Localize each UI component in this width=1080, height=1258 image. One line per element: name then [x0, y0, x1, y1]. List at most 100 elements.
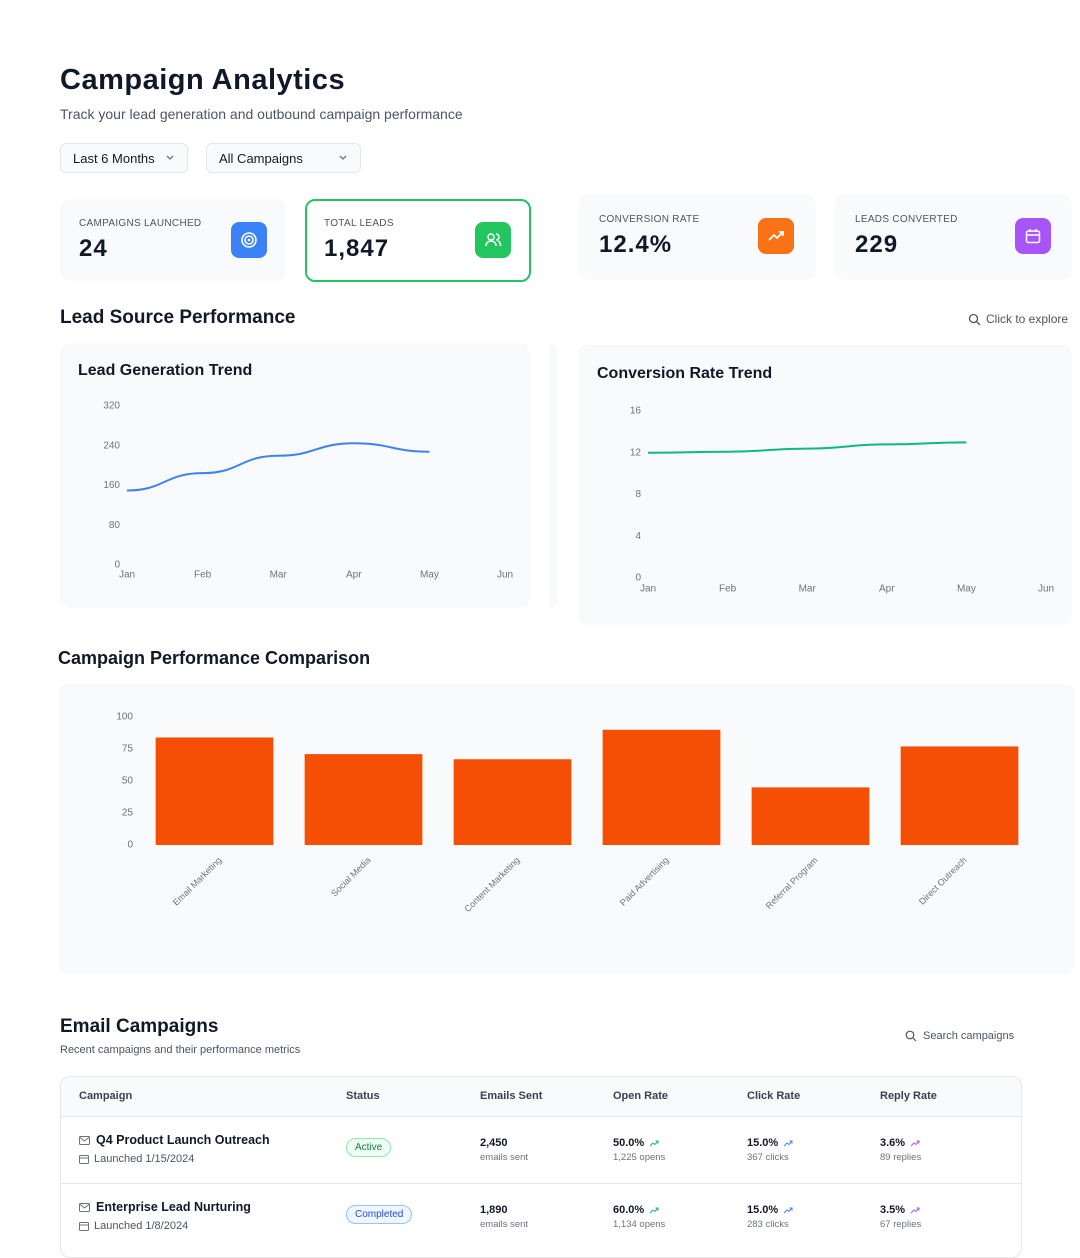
chart-title: Lead Generation Trend [78, 362, 252, 379]
campaign-table: Campaign Status Emails Sent Open Rate Click … [60, 1076, 1022, 1258]
y-tick-label: 25 [122, 808, 134, 819]
y-tick-label: 100 [116, 712, 133, 723]
stat-value: 1,847 [324, 235, 390, 262]
section-title: Email Campaigns [60, 1016, 219, 1037]
filter-label: All Campaigns [219, 150, 303, 166]
metric-value: 1,890 [480, 1204, 508, 1216]
x-tick-label: Jan [640, 584, 656, 595]
y-tick-label: 80 [109, 520, 121, 531]
chart-card [578, 345, 1072, 625]
metric-value: 60.0% [613, 1204, 659, 1216]
y-tick-label: 8 [635, 489, 641, 500]
y-tick-label: 0 [127, 840, 133, 851]
calendar-icon [1025, 229, 1041, 244]
metric-value: 3.5% [880, 1204, 920, 1216]
stat-label: LEADS CONVERTED [855, 214, 958, 225]
metric-value: 50.0% [613, 1137, 659, 1149]
page-subtitle: Track your lead generation and outbound … [60, 106, 463, 122]
bar [602, 729, 721, 845]
x-tick-label: May [420, 570, 439, 581]
y-tick-label: 240 [103, 440, 120, 451]
x-tick-label: Paid Advertising [618, 855, 671, 908]
mail-icon [79, 1202, 90, 1212]
metric-value: 15.0% [747, 1137, 793, 1149]
column-header: Reply Rate [880, 1090, 937, 1102]
line [647, 441, 967, 454]
stat-card[interactable]: CAMPAIGNS LAUNCHED 24 [60, 199, 286, 281]
y-tick-label: 50 [122, 776, 134, 787]
metric-value: 2,450 [480, 1137, 508, 1149]
explore-link[interactable]: Click to explore [968, 312, 1068, 326]
x-tick-label: Mar [799, 584, 817, 595]
campaign-filter[interactable]: All Campaigns [206, 143, 361, 173]
status-badge: Active [346, 1138, 392, 1157]
search-icon [905, 1030, 917, 1042]
calendar-icon [79, 1155, 89, 1164]
calendar-icon [79, 1222, 89, 1231]
chevron [166, 155, 174, 160]
stat-label: TOTAL LEADS [324, 218, 394, 229]
x-tick-label: Apr [346, 570, 362, 581]
campaign-name: Q4 Product Launch Outreach [79, 1133, 270, 1147]
x-tick-label: Feb [719, 584, 737, 595]
stat-card[interactable]: LEADS CONVERTED 229 [835, 194, 1072, 280]
mail-icon [79, 1135, 90, 1145]
x-tick-label: May [957, 584, 976, 595]
bar [304, 754, 423, 845]
stat-card[interactable]: TOTAL LEADS 1,847 [305, 199, 531, 282]
launch-date: Launched 1/8/2024 [79, 1220, 188, 1232]
metric-note: 1,225 opens [613, 1152, 666, 1163]
search-box[interactable]: Search campaigns [905, 1030, 1014, 1042]
y-tick-label: 160 [103, 480, 120, 491]
metric-note: emails sent [480, 1219, 529, 1230]
metric-note: 67 replies [880, 1219, 922, 1230]
trend-arrow [783, 1140, 793, 1147]
table-header [61, 1077, 1021, 1117]
trend-icon [768, 231, 784, 241]
x-tick-label: Apr [879, 584, 895, 595]
x-tick-label: Referral Program [764, 855, 820, 911]
period-filter[interactable]: Last 6 Months [60, 143, 188, 173]
bar [155, 737, 274, 845]
y-tick-label: 0 [114, 560, 120, 571]
column-header: Campaign [79, 1090, 133, 1102]
campaign-name: Enterprise Lead Nurturing [79, 1200, 251, 1214]
line [126, 442, 430, 492]
y-tick-label: 4 [635, 531, 641, 542]
search-icon [968, 313, 981, 325]
stat-icon [231, 222, 267, 258]
stat-card[interactable]: CONVERSION RATE 12.4% [579, 194, 816, 280]
trend-arrow [910, 1207, 920, 1214]
y-tick-label: 16 [630, 406, 642, 417]
column-header: Status [346, 1090, 380, 1102]
x-tick-label: Social Media [329, 855, 373, 899]
launch-text: Launched 1/8/2024 [94, 1220, 189, 1232]
name-text: Enterprise Lead Nurturing [96, 1200, 251, 1214]
page-title: Campaign Analytics [60, 64, 346, 96]
x-tick-label: Direct Outreach [917, 855, 969, 907]
x-tick-label: Feb [194, 570, 212, 581]
y-tick-label: 12 [630, 447, 642, 458]
bar [900, 746, 1019, 845]
column-header: Emails Sent [480, 1090, 543, 1102]
chevron [339, 155, 347, 160]
trend-arrow [910, 1140, 920, 1147]
stat-icon [475, 222, 511, 258]
section-subtitle: Recent campaigns and their performance m… [60, 1044, 301, 1056]
bar [751, 787, 870, 845]
trend-arrow [649, 1140, 659, 1147]
stat-icon [758, 218, 794, 254]
name-text: Q4 Product Launch Outreach [96, 1133, 270, 1147]
y-tick-label: 75 [122, 744, 134, 755]
metric-value: 15.0% [747, 1204, 793, 1216]
y-tick-label: 320 [103, 401, 120, 412]
card-edge [550, 343, 558, 608]
launch-text: Launched 1/15/2024 [94, 1153, 195, 1165]
metric-note: 89 replies [880, 1152, 922, 1163]
search-placeholder: Search campaigns [923, 1030, 1015, 1042]
status-badge: Completed [346, 1205, 413, 1224]
target-icon [241, 232, 257, 248]
metric-note: 1,134 opens [613, 1219, 666, 1230]
stat-label: CAMPAIGNS LAUNCHED [79, 218, 202, 229]
